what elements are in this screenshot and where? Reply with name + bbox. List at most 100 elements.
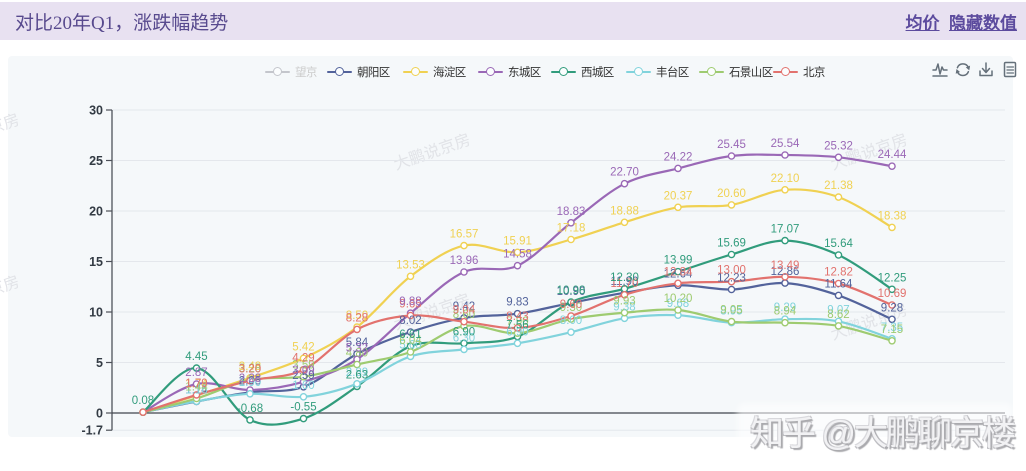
- svg-text:9.65: 9.65: [399, 299, 421, 311]
- svg-text:12.64: 12.64: [664, 268, 693, 280]
- svg-text:2.89: 2.89: [346, 367, 368, 379]
- svg-text:13.53: 13.53: [396, 259, 425, 271]
- svg-text:13.49: 13.49: [771, 260, 800, 272]
- svg-text:12.84: 12.84: [664, 266, 693, 278]
- svg-text:15.64: 15.64: [824, 238, 853, 250]
- svg-text:13.99: 13.99: [664, 255, 693, 267]
- svg-text:1.79: 1.79: [185, 378, 207, 390]
- svg-text:大鹏说京房: 大鹏说京房: [391, 131, 473, 174]
- svg-text:14.58: 14.58: [503, 249, 532, 261]
- svg-text:-0.55: -0.55: [290, 402, 316, 414]
- svg-text:22.10: 22.10: [771, 173, 800, 185]
- svg-text:4.29: 4.29: [292, 353, 314, 365]
- svg-text:13.96: 13.96: [450, 255, 479, 267]
- svg-text:16.57: 16.57: [450, 229, 479, 241]
- svg-text:1.16: 1.16: [185, 384, 207, 396]
- svg-text:6.30: 6.30: [453, 332, 475, 344]
- svg-text:12.25: 12.25: [878, 272, 907, 284]
- svg-text:0.08: 0.08: [132, 395, 154, 407]
- svg-text:7.15: 7.15: [881, 324, 903, 336]
- svg-text:17.18: 17.18: [557, 223, 586, 235]
- svg-text:18.88: 18.88: [610, 205, 639, 217]
- svg-text:8.28: 8.28: [346, 312, 368, 324]
- svg-text:6.90: 6.90: [453, 326, 475, 338]
- svg-text:9.04: 9.04: [453, 305, 476, 317]
- svg-text:5: 5: [96, 356, 103, 370]
- svg-text:5.84: 5.84: [346, 337, 369, 349]
- svg-text:18.38: 18.38: [878, 210, 907, 222]
- svg-text:20: 20: [89, 205, 103, 219]
- svg-text:7.56: 7.56: [506, 320, 528, 332]
- svg-text:25.45: 25.45: [717, 139, 746, 151]
- svg-text:9.28: 9.28: [881, 302, 903, 314]
- svg-text:9.30: 9.30: [560, 302, 582, 314]
- svg-text:4.80: 4.80: [346, 348, 368, 360]
- svg-text:25.54: 25.54: [771, 138, 800, 150]
- svg-text:10.90: 10.90: [557, 286, 586, 298]
- svg-text:20.60: 20.60: [717, 188, 746, 200]
- svg-text:2.28: 2.28: [239, 373, 261, 385]
- svg-text:25: 25: [89, 154, 103, 168]
- svg-text:12.30: 12.30: [610, 272, 639, 284]
- svg-text:30: 30: [89, 104, 103, 118]
- svg-text:6.61: 6.61: [399, 329, 421, 341]
- svg-text:8.62: 8.62: [827, 309, 849, 321]
- svg-text:11.64: 11.64: [825, 278, 854, 290]
- svg-text:8.95: 8.95: [720, 306, 742, 318]
- svg-text:15: 15: [89, 255, 103, 269]
- svg-text:1.60: 1.60: [292, 380, 314, 392]
- svg-text:5.60: 5.60: [399, 339, 421, 351]
- svg-text:21.38: 21.38: [824, 180, 853, 192]
- svg-text:6.04: 6.04: [399, 335, 422, 347]
- svg-text:1.14: 1.14: [185, 385, 208, 397]
- svg-text:8.43: 8.43: [506, 311, 528, 323]
- svg-text:15.91: 15.91: [503, 235, 532, 247]
- svg-text:2.63: 2.63: [346, 369, 368, 381]
- svg-text:5.42: 5.42: [292, 341, 314, 353]
- svg-text:3.09: 3.09: [292, 365, 314, 377]
- svg-text:10: 10: [89, 306, 103, 320]
- svg-text:20.37: 20.37: [664, 190, 693, 202]
- svg-text:11.90: 11.90: [611, 276, 639, 288]
- svg-text:7.90: 7.90: [506, 316, 528, 328]
- svg-text:8.00: 8.00: [560, 315, 582, 327]
- svg-text:8.50: 8.50: [346, 310, 368, 322]
- svg-text:24.44: 24.44: [878, 149, 907, 161]
- svg-text:13.00: 13.00: [717, 265, 746, 277]
- svg-text:9.83: 9.83: [506, 297, 528, 309]
- svg-text:9.05: 9.05: [720, 305, 742, 317]
- svg-text:11.70: 11.70: [611, 278, 639, 290]
- svg-text:17.07: 17.07: [771, 224, 800, 236]
- svg-text:10.98: 10.98: [557, 285, 586, 297]
- svg-text:大鹏说京房: 大鹏说京房: [0, 111, 22, 154]
- svg-text:2.05: 2.05: [239, 375, 261, 387]
- svg-text:9.38: 9.38: [613, 301, 635, 313]
- svg-text:6.90: 6.90: [506, 326, 528, 338]
- svg-text:9.93: 9.93: [613, 296, 635, 308]
- svg-text:0: 0: [96, 407, 103, 421]
- svg-text:1.44: 1.44: [185, 382, 208, 394]
- svg-text:2.87: 2.87: [185, 367, 207, 379]
- svg-text:9.68: 9.68: [667, 298, 689, 310]
- svg-text:9.60: 9.60: [560, 299, 582, 311]
- svg-text:18.83: 18.83: [557, 206, 586, 218]
- svg-text:1.74: 1.74: [185, 378, 208, 390]
- svg-text:9.29: 9.29: [774, 302, 796, 314]
- svg-text:9.07: 9.07: [827, 304, 849, 316]
- svg-text:9.88: 9.88: [399, 296, 421, 308]
- svg-text:3.48: 3.48: [239, 361, 261, 373]
- svg-text:10.69: 10.69: [878, 288, 907, 300]
- svg-text:8.94: 8.94: [774, 306, 797, 318]
- svg-text:3.59: 3.59: [292, 360, 314, 372]
- svg-text:12.23: 12.23: [717, 273, 746, 285]
- svg-text:4.45: 4.45: [185, 351, 207, 363]
- svg-text:3.20: 3.20: [239, 364, 261, 376]
- svg-text:12.86: 12.86: [771, 266, 800, 278]
- svg-text:2.59: 2.59: [292, 370, 314, 382]
- svg-text:8.60: 8.60: [453, 309, 475, 321]
- svg-text:8.02: 8.02: [399, 315, 421, 327]
- svg-text:9.42: 9.42: [453, 301, 475, 313]
- svg-text:15.69: 15.69: [717, 238, 746, 250]
- svg-text:24.22: 24.22: [664, 151, 693, 163]
- svg-text:22.70: 22.70: [610, 167, 639, 179]
